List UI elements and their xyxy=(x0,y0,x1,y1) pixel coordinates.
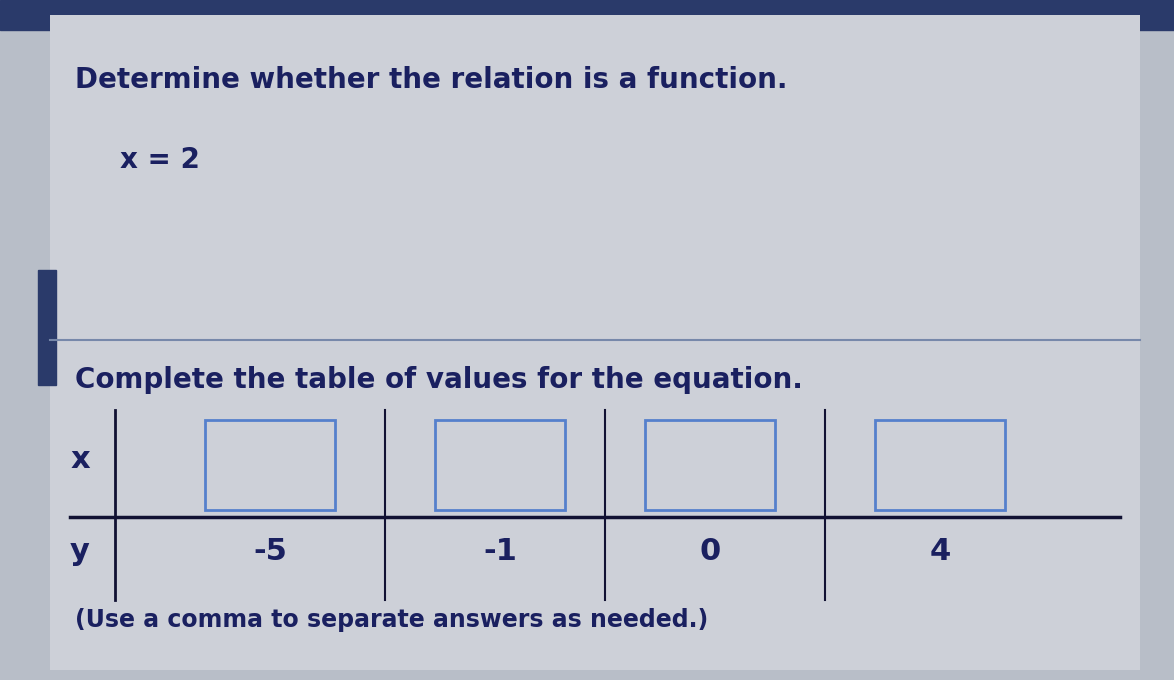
Bar xyxy=(436,420,565,510)
Bar xyxy=(0,0,1174,30)
Bar xyxy=(38,270,56,385)
Text: 0: 0 xyxy=(700,537,721,566)
Bar xyxy=(205,420,335,510)
Text: Determine whether the relation is a function.: Determine whether the relation is a func… xyxy=(75,66,788,94)
Text: -1: -1 xyxy=(483,537,517,566)
Text: -5: -5 xyxy=(254,537,286,566)
Text: x = 2: x = 2 xyxy=(120,146,200,174)
Text: (Use a comma to separate answers as needed.): (Use a comma to separate answers as need… xyxy=(75,608,708,632)
Text: y: y xyxy=(70,537,90,566)
Text: 4: 4 xyxy=(930,537,951,566)
Text: Complete the table of values for the equation.: Complete the table of values for the equ… xyxy=(75,366,803,394)
Bar xyxy=(645,420,775,510)
Text: x: x xyxy=(70,445,90,475)
Bar xyxy=(875,420,1005,510)
